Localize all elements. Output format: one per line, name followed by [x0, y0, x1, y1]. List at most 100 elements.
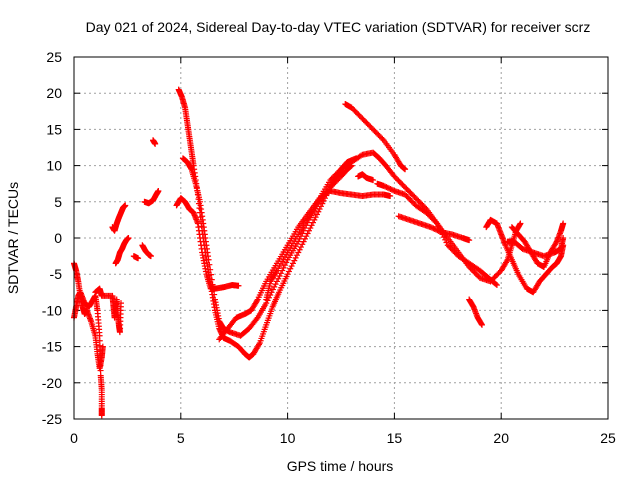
- data-point: [427, 213, 434, 220]
- data-point: [308, 222, 315, 229]
- x-tick-label: 10: [280, 430, 296, 446]
- data-point: [431, 226, 438, 233]
- data-point: [253, 297, 260, 304]
- data-point: [329, 181, 336, 188]
- data-point: [394, 176, 401, 183]
- data-point: [423, 209, 430, 216]
- data-point: [411, 193, 418, 200]
- series-arc-m: [355, 171, 377, 184]
- data-point: [273, 268, 280, 275]
- data-point: [287, 265, 294, 272]
- data-point: [430, 225, 437, 232]
- data-point: [295, 249, 302, 256]
- data-point: [205, 256, 212, 263]
- data-point: [356, 112, 363, 119]
- series-arc-d: [216, 187, 394, 343]
- data-point: [281, 262, 288, 269]
- data-point: [495, 270, 502, 277]
- y-tick-label: -5: [50, 266, 63, 282]
- data-point: [329, 174, 336, 181]
- data-point: [492, 281, 499, 288]
- x-tick-label: 15: [387, 430, 403, 446]
- data-point: [447, 244, 454, 251]
- series-arc-k: [508, 220, 567, 270]
- series-short-arc-3: [130, 253, 142, 262]
- data-point: [328, 175, 335, 182]
- y-axis-label: SDTVAR / TECUs: [5, 182, 21, 294]
- data-point: [375, 131, 382, 138]
- y-tick-label: -15: [42, 339, 62, 355]
- data-point: [376, 133, 383, 140]
- data-point: [370, 177, 377, 184]
- data-point: [315, 208, 322, 215]
- data-point: [210, 286, 217, 293]
- data-point: [99, 343, 106, 350]
- data-point: [390, 187, 397, 194]
- data-point: [552, 239, 559, 246]
- data-point: [452, 250, 459, 257]
- data-point: [472, 270, 479, 277]
- data-point: [404, 187, 411, 194]
- data-point: [292, 254, 299, 261]
- data-point: [382, 183, 389, 190]
- data-point: [410, 192, 417, 199]
- data-point: [387, 186, 394, 193]
- data-point: [300, 238, 307, 245]
- data-point: [494, 271, 501, 278]
- chart-title: Day 021 of 2024, Sidereal Day-to-day VTE…: [86, 19, 591, 35]
- data-point: [517, 220, 524, 227]
- data-point: [466, 237, 473, 244]
- data-point: [279, 267, 286, 274]
- series-early-scatter: [92, 285, 124, 336]
- data-point: [358, 114, 365, 121]
- data-point: [363, 119, 370, 126]
- data-point: [299, 230, 306, 237]
- data-point: [450, 247, 457, 254]
- data-point: [471, 269, 478, 276]
- grid-lines: [74, 57, 608, 419]
- data-point: [431, 217, 438, 224]
- data-point: [364, 120, 371, 127]
- x-tick-label: 20: [493, 430, 509, 446]
- data-point: [272, 281, 279, 288]
- data-point: [415, 197, 422, 204]
- data-point: [402, 191, 409, 198]
- data-point: [328, 182, 335, 189]
- data-point: [380, 182, 387, 189]
- data-point: [207, 266, 214, 273]
- data-point: [418, 200, 425, 207]
- data-point: [283, 259, 290, 266]
- data-point: [395, 177, 402, 184]
- data-point: [391, 173, 398, 180]
- data-point: [351, 107, 358, 114]
- data-point: [291, 257, 298, 264]
- data-point: [406, 188, 413, 195]
- data-point: [285, 268, 292, 275]
- data-point: [335, 176, 342, 183]
- data-point: [348, 104, 355, 111]
- series-short-arc-5: [150, 137, 159, 147]
- data-point: [451, 249, 458, 256]
- data-point: [122, 202, 129, 209]
- data-point: [427, 224, 434, 231]
- data-point: [335, 168, 342, 175]
- data-point: [277, 270, 284, 277]
- data-point: [303, 233, 310, 240]
- data-point: [362, 118, 369, 125]
- plot-frame: [73, 56, 609, 420]
- axis-ticks: 0 5 10 15 20 25 -25 -20 -15 -10 -5 0 5 10 15 20 25: [42, 49, 616, 446]
- data-point: [125, 235, 132, 241]
- data-point: [444, 242, 451, 249]
- series-arc-g: [374, 180, 500, 289]
- y-tick-label: 10: [46, 158, 62, 174]
- data-point: [293, 252, 300, 259]
- data-point: [372, 129, 379, 136]
- data-point: [288, 263, 295, 270]
- data-point: [296, 246, 303, 253]
- y-tick-label: -20: [42, 375, 62, 391]
- data-point: [402, 184, 409, 191]
- data-point: [206, 261, 213, 268]
- data-point: [117, 300, 124, 307]
- data-point: [408, 198, 415, 205]
- series-early-cluster-b: [71, 289, 105, 419]
